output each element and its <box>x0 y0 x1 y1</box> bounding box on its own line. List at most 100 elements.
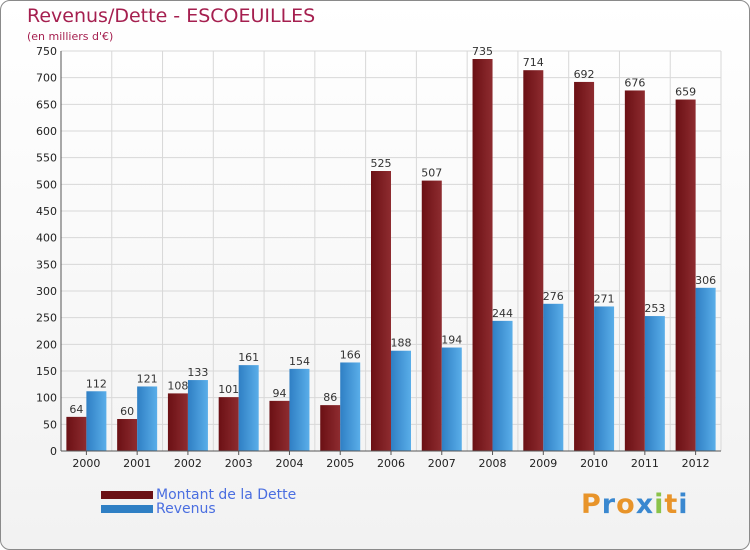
logo-letter: i <box>654 489 665 520</box>
bar-revenus <box>695 287 716 451</box>
logo-letter: i <box>678 489 689 520</box>
bar-revenus <box>137 386 158 451</box>
data-label-revenus: 121 <box>137 372 158 385</box>
data-label-dette: 108 <box>167 379 188 392</box>
y-tick-label: 700 <box>36 72 57 85</box>
y-tick-label: 200 <box>36 338 57 351</box>
bar-dette <box>675 99 696 452</box>
bar-revenus <box>391 350 411 451</box>
data-label-dette: 64 <box>69 403 83 416</box>
y-tick-label: 750 <box>36 45 57 58</box>
bar-dette <box>472 59 493 451</box>
data-label-revenus: 244 <box>492 307 513 320</box>
data-label-revenus: 306 <box>695 274 716 287</box>
x-tick-label: 2003 <box>225 457 253 470</box>
bar-dette <box>269 400 290 451</box>
y-tick-label: 0 <box>50 445 57 458</box>
bar-revenus <box>289 368 310 451</box>
chart-subtitle: (en milliers d'€) <box>27 30 114 43</box>
y-tick-label: 400 <box>36 232 57 245</box>
proxiti-logo: Proxiti <box>581 489 689 520</box>
bar-dette <box>66 416 87 451</box>
legend-item-revenus: Revenus <box>101 500 216 518</box>
data-label-dette: 94 <box>272 387 286 400</box>
data-label-revenus: 188 <box>391 337 412 350</box>
data-label-revenus: 276 <box>543 290 564 303</box>
logo-letter: o <box>616 489 636 520</box>
data-label-revenus: 154 <box>289 355 310 368</box>
x-tick-label: 2007 <box>428 457 456 470</box>
logo-letter: P <box>581 489 602 520</box>
legend-swatch-revenus <box>101 505 153 513</box>
legend-item-dette: Montant de la Dette <box>101 486 296 504</box>
bar-revenus <box>644 316 665 451</box>
data-label-dette: 659 <box>675 86 696 99</box>
data-label-revenus: 166 <box>340 348 361 361</box>
data-label-dette: 676 <box>624 76 645 89</box>
x-tick-label: 2006 <box>377 457 405 470</box>
x-tick-label: 2012 <box>682 457 710 470</box>
legend-label-revenus: Revenus <box>156 501 216 517</box>
data-label-revenus: 112 <box>86 377 107 390</box>
bar-dette <box>218 397 239 451</box>
x-tick-label: 2005 <box>326 457 354 470</box>
bar-dette <box>320 405 341 451</box>
data-label-revenus: 161 <box>238 351 259 364</box>
bar-revenus <box>86 391 107 451</box>
y-tick-label: 500 <box>36 178 57 191</box>
data-label-dette: 525 <box>371 157 392 170</box>
data-label-dette: 86 <box>323 391 337 404</box>
logo-letter: x <box>635 489 655 520</box>
data-label-revenus: 253 <box>644 302 665 315</box>
y-tick-label: 300 <box>36 285 57 298</box>
logo-letter: r <box>601 489 617 520</box>
bar-dette <box>624 90 645 451</box>
bar-revenus <box>187 380 208 451</box>
data-label-revenus: 194 <box>441 334 462 347</box>
y-tick-label: 150 <box>36 365 57 378</box>
bar-dette <box>117 419 138 451</box>
bar-revenus <box>543 303 564 451</box>
x-tick-label: 2010 <box>580 457 608 470</box>
axes: 0 50 100 150 200 250 300 350 400 450 500 550 600 650 7… <box>36 45 721 470</box>
data-label-revenus: 271 <box>594 292 615 305</box>
x-tick-label: 2002 <box>174 457 202 470</box>
y-tick-label: 50 <box>43 418 57 431</box>
y-tick-label: 250 <box>36 312 57 325</box>
bar-revenus <box>594 306 615 451</box>
data-label-dette: 101 <box>218 383 239 396</box>
bar-dette <box>523 70 544 451</box>
data-label-dette: 735 <box>472 45 493 58</box>
bar-dette <box>421 180 442 451</box>
bar-revenus <box>238 365 259 451</box>
x-tick-label: 2004 <box>275 457 303 470</box>
x-tick-label: 2009 <box>529 457 557 470</box>
bar-revenus <box>441 347 462 451</box>
bar-revenus <box>492 320 513 451</box>
data-label-revenus: 133 <box>187 366 208 379</box>
data-label-dette: 507 <box>421 167 442 180</box>
bar-dette <box>167 393 188 451</box>
data-label-dette: 692 <box>574 68 595 81</box>
x-tick-label: 2011 <box>631 457 659 470</box>
bar-dette <box>371 171 391 451</box>
legend-label-dette: Montant de la Dette <box>156 487 297 503</box>
y-tick-label: 350 <box>36 258 57 271</box>
y-tick-label: 550 <box>36 152 57 165</box>
chart-title: Revenus/Dette - ESCOEUILLES <box>27 5 316 27</box>
logo-letter: t <box>664 489 679 520</box>
data-label-dette: 60 <box>120 405 134 418</box>
y-tick-label: 650 <box>36 98 57 111</box>
bar-revenus <box>340 362 361 451</box>
legend-swatch-dette <box>101 491 153 499</box>
y-tick-label: 100 <box>36 392 57 405</box>
x-tick-label: 2008 <box>479 457 507 470</box>
bars <box>66 59 716 452</box>
bar-dette <box>574 81 595 451</box>
x-tick-label: 2001 <box>123 457 151 470</box>
y-tick-label: 600 <box>36 125 57 138</box>
y-tick-label: 450 <box>36 205 57 218</box>
